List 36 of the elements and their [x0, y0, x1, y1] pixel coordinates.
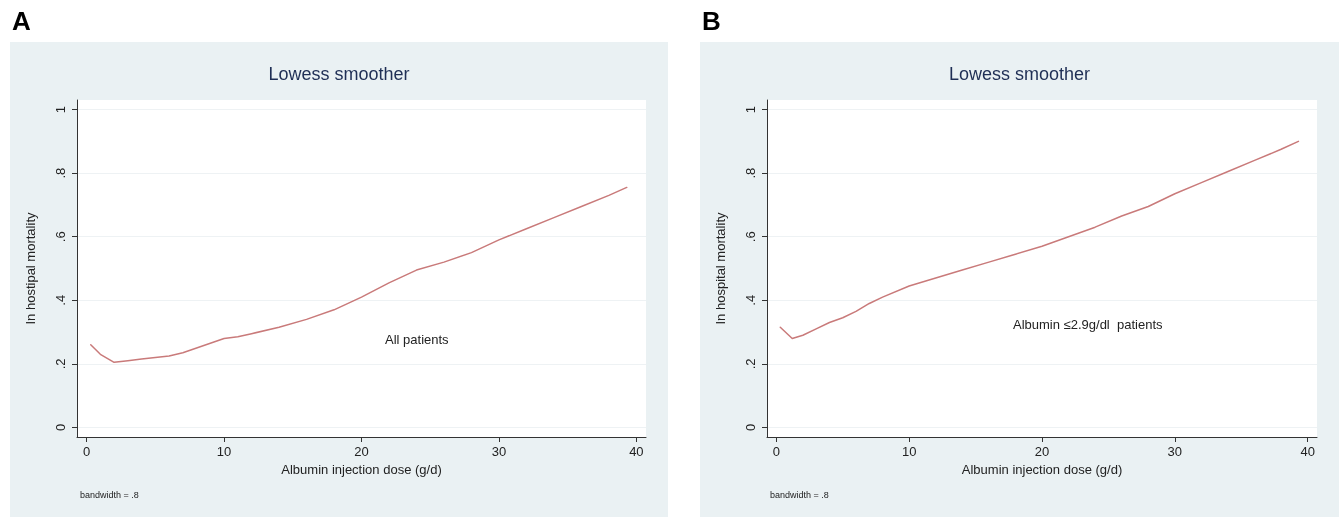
text: bandwidth = .8	[770, 489, 829, 500]
annotation: All patients	[385, 332, 450, 347]
y-tick-label: .2	[53, 358, 68, 370]
x-axis-title: Albumin injection dose (g/d)	[961, 461, 1123, 477]
x-tick-label: 40	[629, 444, 644, 459]
text: B	[702, 6, 721, 37]
y-tick-label: .4	[53, 294, 68, 306]
chart-title: Lowess smoother	[948, 64, 1091, 84]
x-tick-label: 10	[216, 444, 232, 459]
text: bandwidth = .8	[80, 489, 139, 500]
y-tick-label: 0	[53, 423, 68, 432]
y-tick-label: .6	[743, 231, 758, 243]
y-axis-title: In hostipal mortality	[23, 212, 38, 325]
x-tick-label: 10	[901, 444, 917, 459]
y-tick-label: .4	[743, 294, 758, 306]
x-tick-label: 30	[491, 444, 507, 459]
x-tick-label: 20	[1034, 444, 1050, 459]
y-tick-label: 1	[53, 105, 68, 114]
line-series	[779, 140, 1300, 340]
y-tick-label: .2	[743, 358, 758, 370]
x-tick-label: 0	[83, 444, 91, 459]
line-series	[89, 186, 628, 364]
y-tick-label: .8	[53, 167, 68, 179]
x-axis-title: Albumin injection dose (g/d)	[281, 461, 442, 477]
annotation: Albumin ≤2.9g/dl patients	[1013, 317, 1163, 332]
x-tick-label: 20	[354, 444, 369, 459]
y-tick-label: .6	[53, 231, 68, 243]
chart-title: Lowess smoother	[268, 64, 410, 84]
x-tick-label: 30	[1167, 444, 1183, 459]
x-tick-label: 40	[1300, 444, 1315, 459]
y-tick-label: 0	[743, 423, 758, 432]
y-axis-title: In hospital mortality	[713, 212, 728, 325]
x-tick-label: 0	[772, 444, 780, 459]
y-tick-label: 1	[743, 105, 758, 114]
text: A	[12, 6, 31, 37]
y-tick-label: .8	[743, 167, 758, 179]
